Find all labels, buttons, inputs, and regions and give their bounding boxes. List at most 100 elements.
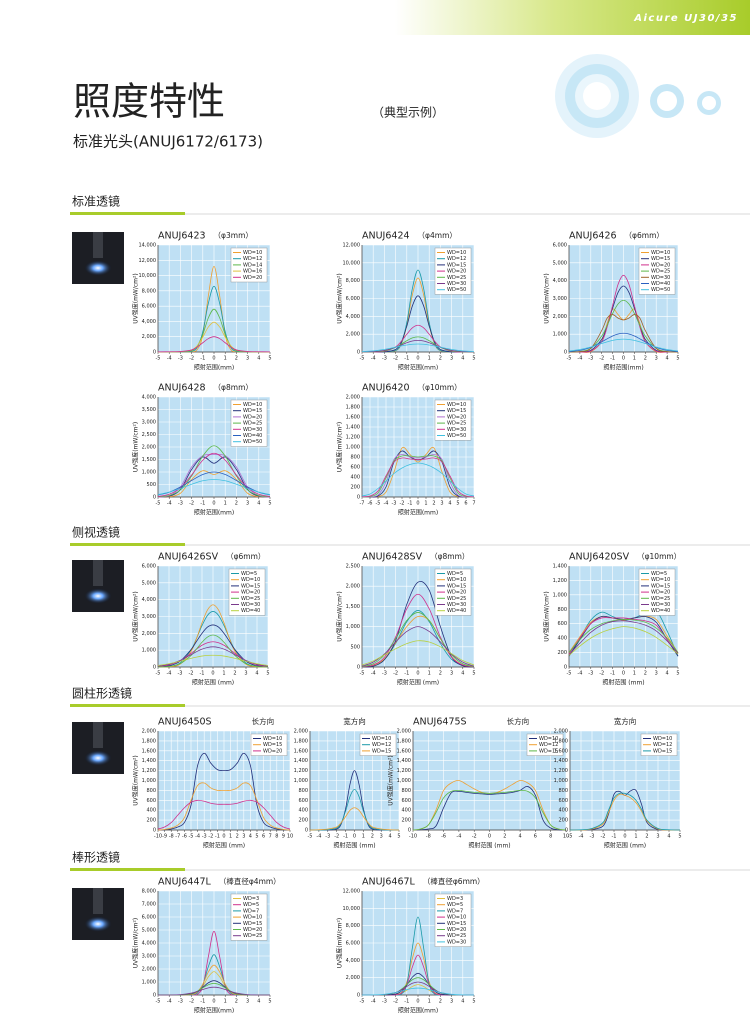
x-tick-label: 0 [416,356,419,362]
series-line [361,457,475,498]
y-tick-label: 1,500 [346,604,360,610]
legend-label: WD=10 [243,250,262,256]
x-tick-label: -4 [456,834,461,840]
x-tick-label: 0 [212,999,215,1005]
series-line [157,445,271,498]
legend-label: WD=20 [241,590,260,596]
x-tick-label: -3 [178,671,183,677]
legend-label: WD=7 [447,908,463,914]
legend-label: WD=10 [243,915,262,921]
chart-spec: （棒直径φ4mm） [219,876,281,886]
chart-title: ANUJ6426SV [158,552,219,563]
x-tick-label: -1 [404,356,409,362]
legend-label: WD=40 [447,608,466,614]
chart-title: ANUJ6467L [362,877,416,888]
x-tick-label: 1 [633,671,636,677]
chart: 0 2,000 4,000 6,000 8,000 10,000 12,000 14,000 -… [132,231,272,372]
y-tick-label: 400 [558,808,568,814]
y-tick-label: 4,000 [142,941,156,947]
x-tick-label: 4 [667,834,670,840]
x-axis-label: 照射范围 (mm) [602,679,644,687]
x-tick-label: 0 [212,501,215,507]
y-tick-label: 1,400 [142,758,156,764]
x-tick-label: -3 [382,999,387,1005]
x-tick-label: 4 [257,501,260,507]
legend-label: WD=15 [372,748,391,754]
y-tick-label: 200 [298,818,308,824]
series-line [568,274,679,353]
x-tick-label: 0 [211,671,214,677]
y-tick-label: 12,000 [139,258,157,264]
series-line [412,785,567,831]
series-line [569,792,681,831]
y-tick-label: 400 [350,475,360,481]
x-tick-label: -1 [200,501,205,507]
legend-label: WD=10 [263,736,282,742]
y-tick-label: 200 [401,818,411,824]
y-tick-label: 1,000 [142,778,156,784]
y-tick-label: 600 [557,621,567,627]
y-axis-label: UV强度(mW/cm²) [132,755,140,806]
x-tick-label: -3 [178,356,183,362]
y-tick-label: 1,800 [142,738,156,744]
series-line [309,789,400,831]
legend-label: WD=5 [447,902,463,908]
series-line [569,793,681,831]
series-line [412,789,567,831]
y-tick-label: 1,800 [294,738,308,744]
y-tick-label: 2,000 [553,314,567,320]
chart: 0 200 400 600 800 1,000 1,200 1,400 -5 -4 -3 -2 -1 0 1… [543,552,682,687]
x-tick-label: -5 [360,671,365,677]
y-tick-label: 2,000 [397,729,411,735]
y-tick-label: 12,000 [343,243,361,249]
series-line [157,479,271,496]
series-line [361,612,475,667]
x-tick-label: 5 [268,999,271,1005]
series-line [361,446,475,498]
y-tick-label: 2,500 [346,564,360,570]
legend-label: WD=15 [243,408,262,414]
y-tick-label: 1,000 [294,778,308,784]
legend-label: WD=20 [243,275,262,281]
legend-label: WD=20 [447,269,466,275]
y-axis-label: UV强度(mW/cm²) [132,273,140,324]
chart-title: ANUJ6428 [158,383,206,394]
x-tick-label: -3 [178,999,183,1005]
legend-label: WD=15 [447,408,466,414]
x-tick-label: -4 [577,356,582,362]
chart-title: ANUJ6420SV [569,552,630,563]
legend-label: WD=20 [447,414,466,420]
x-tick-label: -10 [154,834,162,840]
series-line [361,450,475,498]
series-line [157,646,269,667]
x-tick-label: 2 [371,834,374,840]
chart-title: ANUJ6426 [569,231,617,242]
series-line [361,336,475,353]
x-tick-label: 7 [472,501,475,507]
x-tick-label: 0 [212,356,215,362]
y-tick-label: 0 [153,993,156,999]
y-tick-label: 1,000 [142,980,156,986]
series-line [568,615,679,653]
x-tick-label: -2 [189,671,194,677]
legend-label: WD=50 [447,287,466,293]
y-tick-label: 1,200 [346,435,360,441]
x-tick-label: -4 [579,834,584,840]
legend-label: WD=10 [653,736,672,742]
y-tick-label: 1,000 [142,648,156,654]
photo-lens [93,888,103,914]
x-tick-label: -5 [189,834,194,840]
legend-label: WD=20 [263,748,282,754]
y-tick-label: 5,000 [142,928,156,934]
series-line [157,452,271,497]
x-tick-label: -5 [567,671,572,677]
x-tick-label: 0 [488,834,491,840]
y-tick-label: 3,500 [142,407,156,413]
y-axis-label: UV强度(mW/cm²) [132,591,140,642]
legend-label: WD=30 [447,939,466,945]
legend-label: WD=30 [651,602,670,608]
photo-lens [93,560,103,586]
x-tick-label: -5 [568,834,573,840]
chart-spec: 长方向 [507,716,530,726]
